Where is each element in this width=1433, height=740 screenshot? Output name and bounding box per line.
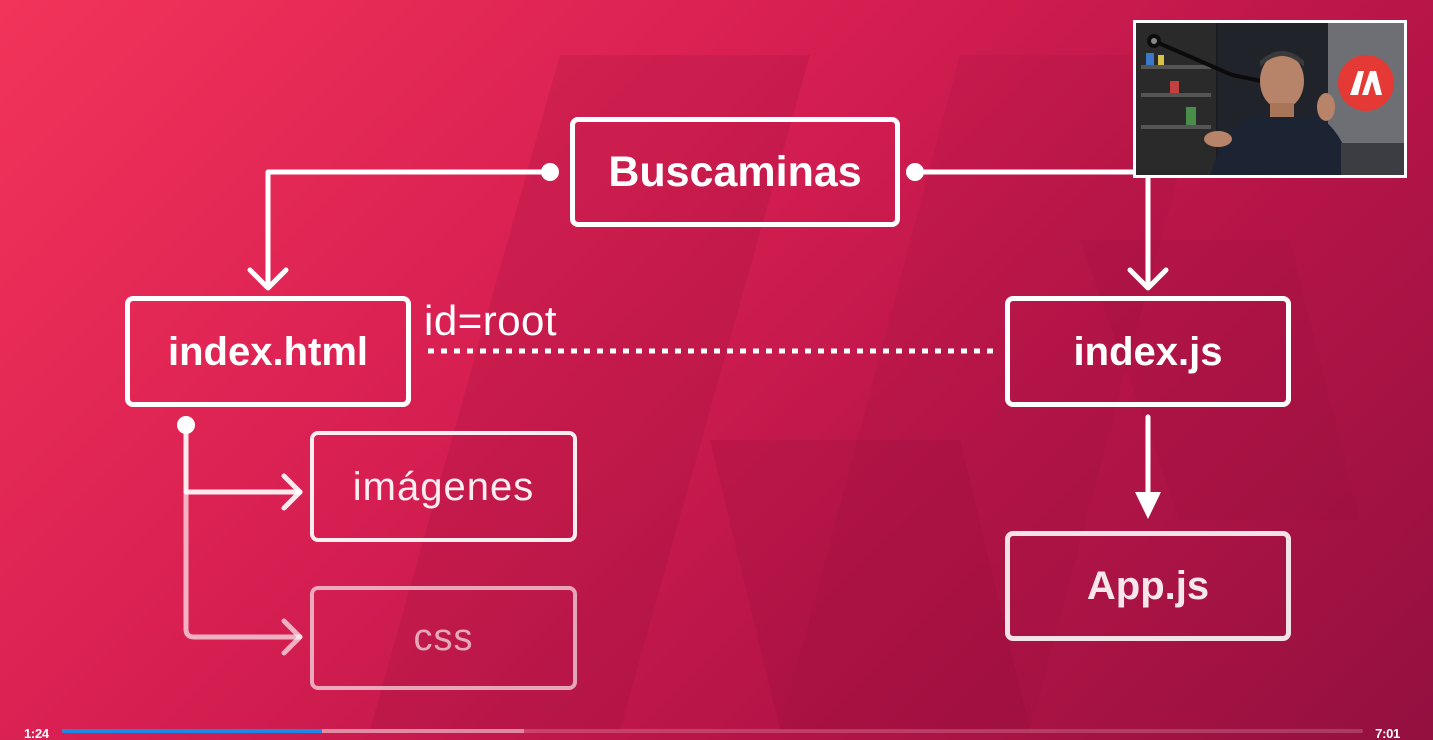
node-app-js-label: App.js [1086,564,1210,608]
node-buscaminas-label: Buscaminas [608,147,862,196]
node-index-html-label: index.html [167,329,369,374]
connector-buscaminas-to-index-js [912,169,1151,288]
presenter-webcam-icon [1136,23,1404,175]
arrowhead-index-html [247,267,289,291]
current-time: 1:24 [24,726,49,740]
arrowhead-index-js [1127,267,1169,291]
node-css-label: css [413,617,474,659]
presenter-webcam [1133,20,1407,178]
arrowhead-app-js [1135,492,1161,519]
node-index-js: index.js [1005,296,1291,407]
progress-bar[interactable] [62,729,1363,733]
connector-index-html-to-css [183,489,303,640]
node-css: css [310,586,577,690]
connector-buscaminas-to-index-html [265,169,553,288]
node-buscaminas: Buscaminas [570,117,900,227]
node-index-html: index.html [125,296,411,407]
arrowhead-imagenes [281,473,303,511]
connector-dot-right [906,163,924,181]
node-imagenes: imágenes [310,431,577,542]
connector-dot-left [541,163,559,181]
node-imagenes-label: imágenes [352,464,535,509]
video-controls[interactable]: 1:24 7:01 [0,720,1433,740]
connector-index-html-to-imagenes [183,422,303,495]
edge-label-id-root: id=root [424,297,558,344]
node-app-js: App.js [1005,531,1291,641]
node-index-js-label: index.js [1073,329,1223,374]
arrowhead-css [281,618,303,656]
total-time: 7:01 [1375,726,1400,740]
progress-played [62,729,323,733]
